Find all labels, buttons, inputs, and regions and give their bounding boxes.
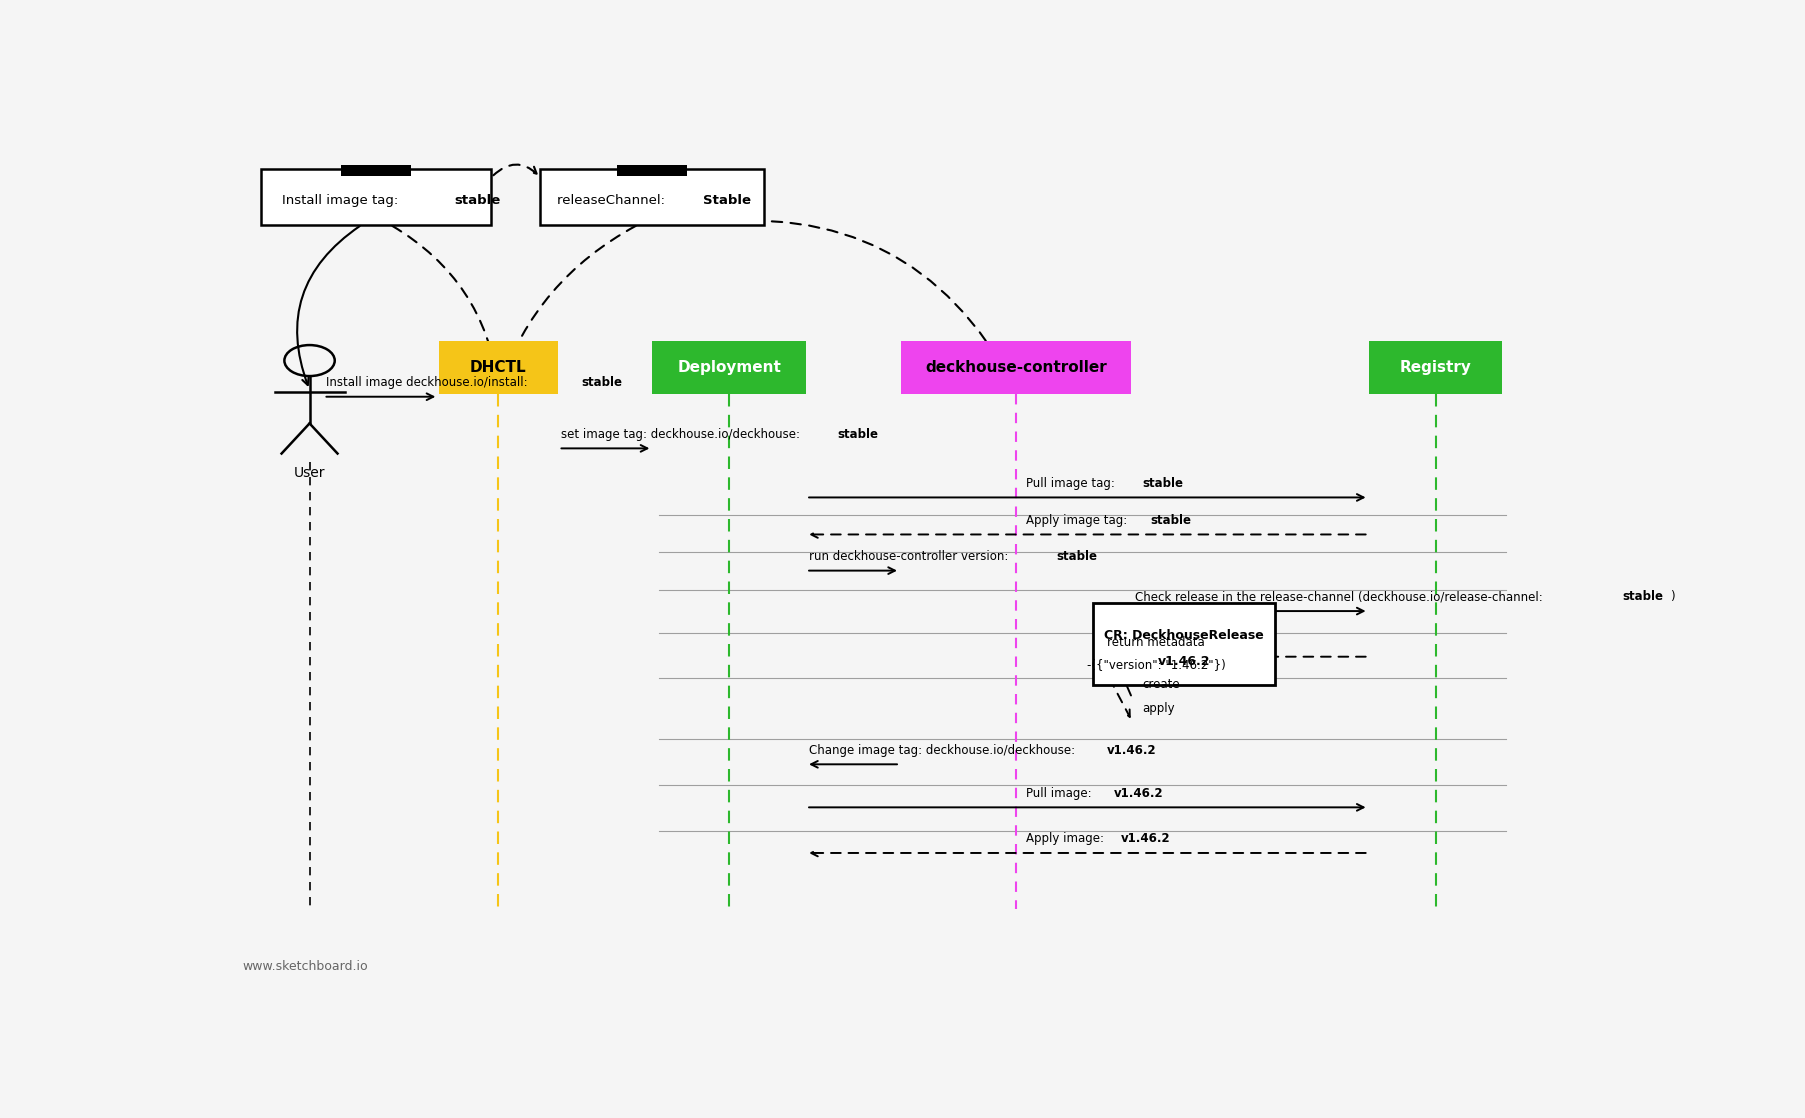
- Text: Deployment: Deployment: [677, 360, 782, 375]
- Text: return metadata: return metadata: [1106, 636, 1204, 648]
- FancyBboxPatch shape: [901, 341, 1132, 395]
- Text: create: create: [1143, 679, 1179, 691]
- Text: -({"version": "1.46.2"}): -({"version": "1.46.2"}): [1087, 657, 1226, 671]
- Text: DHCTL: DHCTL: [469, 360, 527, 375]
- Text: Registry: Registry: [1399, 360, 1471, 375]
- Text: Pull image tag:: Pull image tag:: [1027, 476, 1119, 490]
- Text: Check release in the release-channel (deckhouse.io/release-channel:: Check release in the release-channel (de…: [1135, 590, 1543, 604]
- Text: Apply image tag:: Apply image tag:: [1027, 513, 1132, 527]
- Text: stable: stable: [838, 427, 879, 440]
- Text: Apply image:: Apply image:: [1027, 832, 1108, 845]
- FancyBboxPatch shape: [260, 169, 491, 225]
- FancyBboxPatch shape: [341, 165, 412, 177]
- Text: Pull image:: Pull image:: [1027, 787, 1096, 799]
- FancyBboxPatch shape: [439, 341, 558, 395]
- FancyBboxPatch shape: [1370, 341, 1502, 395]
- Text: stable: stable: [1623, 590, 1662, 604]
- Text: run deckhouse-controller version:: run deckhouse-controller version:: [809, 550, 1013, 562]
- Text: apply: apply: [1143, 702, 1175, 716]
- Text: stable: stable: [1143, 476, 1184, 490]
- Text: deckhouse-controller: deckhouse-controller: [926, 360, 1106, 375]
- Text: stable: stable: [1150, 513, 1191, 527]
- Text: releaseChannel:: releaseChannel:: [558, 193, 670, 207]
- FancyBboxPatch shape: [652, 341, 807, 395]
- Text: Install image deckhouse.io/install:: Install image deckhouse.io/install:: [327, 376, 529, 389]
- Text: www.sketchboard.io: www.sketchboard.io: [242, 960, 368, 974]
- Text: Change image tag: deckhouse.io/deckhouse:: Change image tag: deckhouse.io/deckhouse…: [809, 743, 1076, 757]
- Text: CR: DeckhouseRelease: CR: DeckhouseRelease: [1105, 629, 1264, 642]
- Text: Stable: Stable: [702, 193, 751, 207]
- FancyBboxPatch shape: [617, 165, 688, 177]
- FancyBboxPatch shape: [1094, 604, 1274, 685]
- Text: ): ): [1670, 590, 1675, 604]
- Text: v1.46.2: v1.46.2: [1121, 832, 1171, 845]
- Text: stable: stable: [1056, 550, 1097, 562]
- Text: v1.46.2: v1.46.2: [1157, 654, 1209, 667]
- FancyBboxPatch shape: [540, 169, 764, 225]
- Text: v1.46.2: v1.46.2: [1114, 787, 1164, 799]
- Text: Install image tag:: Install image tag:: [282, 193, 403, 207]
- Text: stable: stable: [581, 376, 623, 389]
- Text: User: User: [294, 466, 325, 481]
- Text: stable: stable: [455, 193, 500, 207]
- Text: set image tag: deckhouse.io/deckhouse:: set image tag: deckhouse.io/deckhouse:: [561, 427, 800, 440]
- Text: v1.46.2: v1.46.2: [1106, 743, 1157, 757]
